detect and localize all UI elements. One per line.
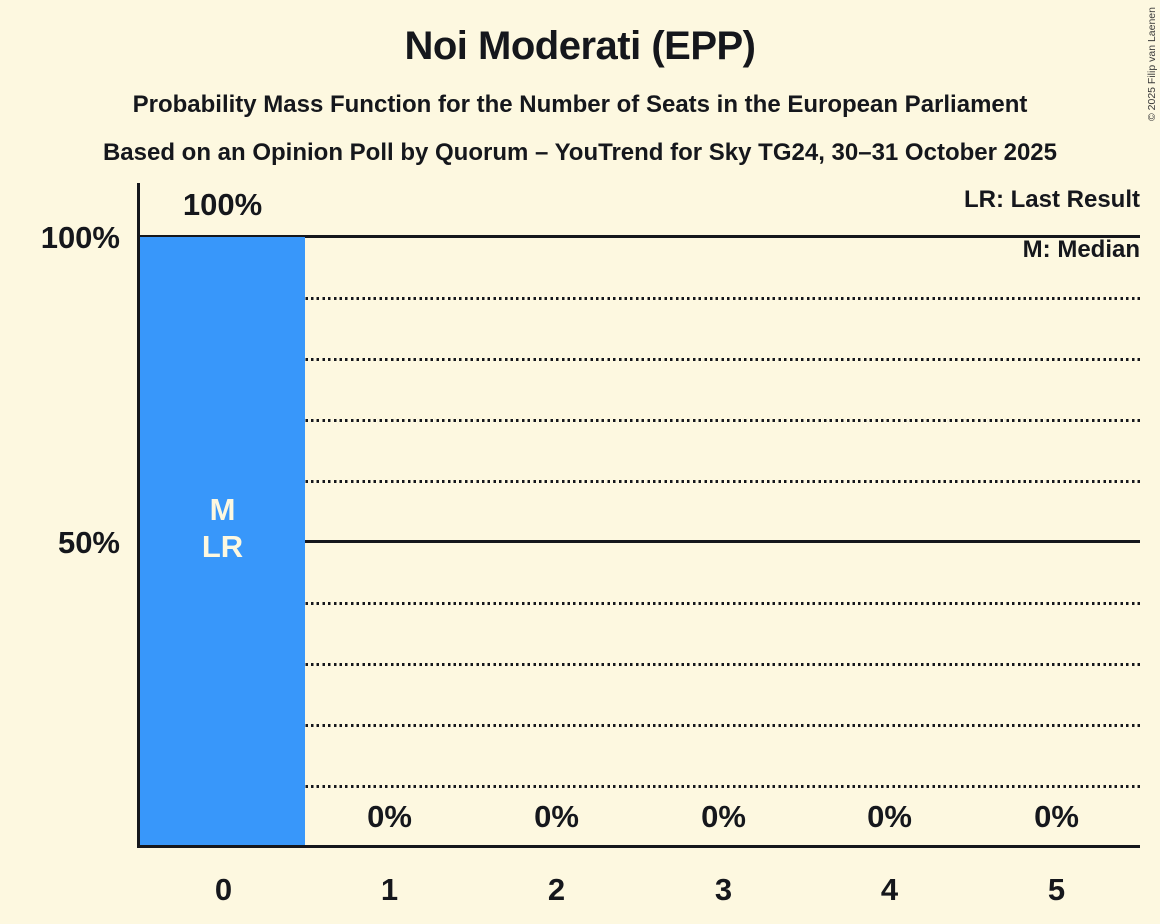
y-axis-label-50: 50% — [57, 525, 120, 560]
chart-title: Noi Moderati (EPP) — [404, 24, 756, 68]
gridline-dotted-90pct — [140, 297, 1140, 300]
x-tick-label-0: 0 — [214, 872, 233, 907]
gridline-dotted-30pct — [140, 663, 1140, 666]
gridline-dotted-20pct — [140, 724, 1140, 727]
gridline-dotted-10pct — [140, 785, 1140, 788]
gridline-solid-100pct — [140, 235, 1140, 238]
chart-subtitle: Probability Mass Function for the Number… — [132, 91, 1028, 118]
value-label-seat-5: 0% — [1034, 799, 1079, 834]
bar-annotation-seat-0: M LR — [140, 491, 305, 565]
x-tick-label-3: 3 — [714, 872, 733, 907]
x-tick-label-4: 4 — [880, 872, 899, 907]
gridline-dotted-60pct — [140, 480, 1140, 483]
y-axis-line — [137, 183, 140, 848]
legend-last-result-label: LR: Last Result — [963, 186, 1140, 213]
x-axis-line — [137, 845, 1140, 848]
value-label-seat-1: 0% — [367, 799, 412, 834]
copyright-notice: © 2025 Filip van Laenen — [1146, 7, 1158, 121]
value-label-seat-2: 0% — [534, 799, 579, 834]
median-marker-label: M — [209, 492, 236, 527]
last-result-marker-label: LR — [201, 529, 244, 564]
gridline-dotted-40pct — [140, 602, 1140, 605]
x-tick-label-5: 5 — [1047, 872, 1066, 907]
legend-median-label: M: Median — [1022, 236, 1140, 263]
poll-source-line: Based on an Opinion Poll by Quorum – You… — [102, 139, 1058, 166]
x-tick-label-2: 2 — [547, 872, 566, 907]
gridline-dotted-70pct — [140, 419, 1140, 422]
y-axis-label-100: 100% — [40, 220, 120, 255]
gridline-solid-50pct — [140, 540, 1140, 543]
value-label-seat-3: 0% — [701, 799, 746, 834]
bar-value-label-seat-0: 100% — [182, 187, 263, 222]
x-tick-label-1: 1 — [380, 872, 399, 907]
value-label-seat-4: 0% — [867, 799, 912, 834]
probability-bar-seat-0 — [140, 237, 305, 845]
gridline-dotted-80pct — [140, 358, 1140, 361]
